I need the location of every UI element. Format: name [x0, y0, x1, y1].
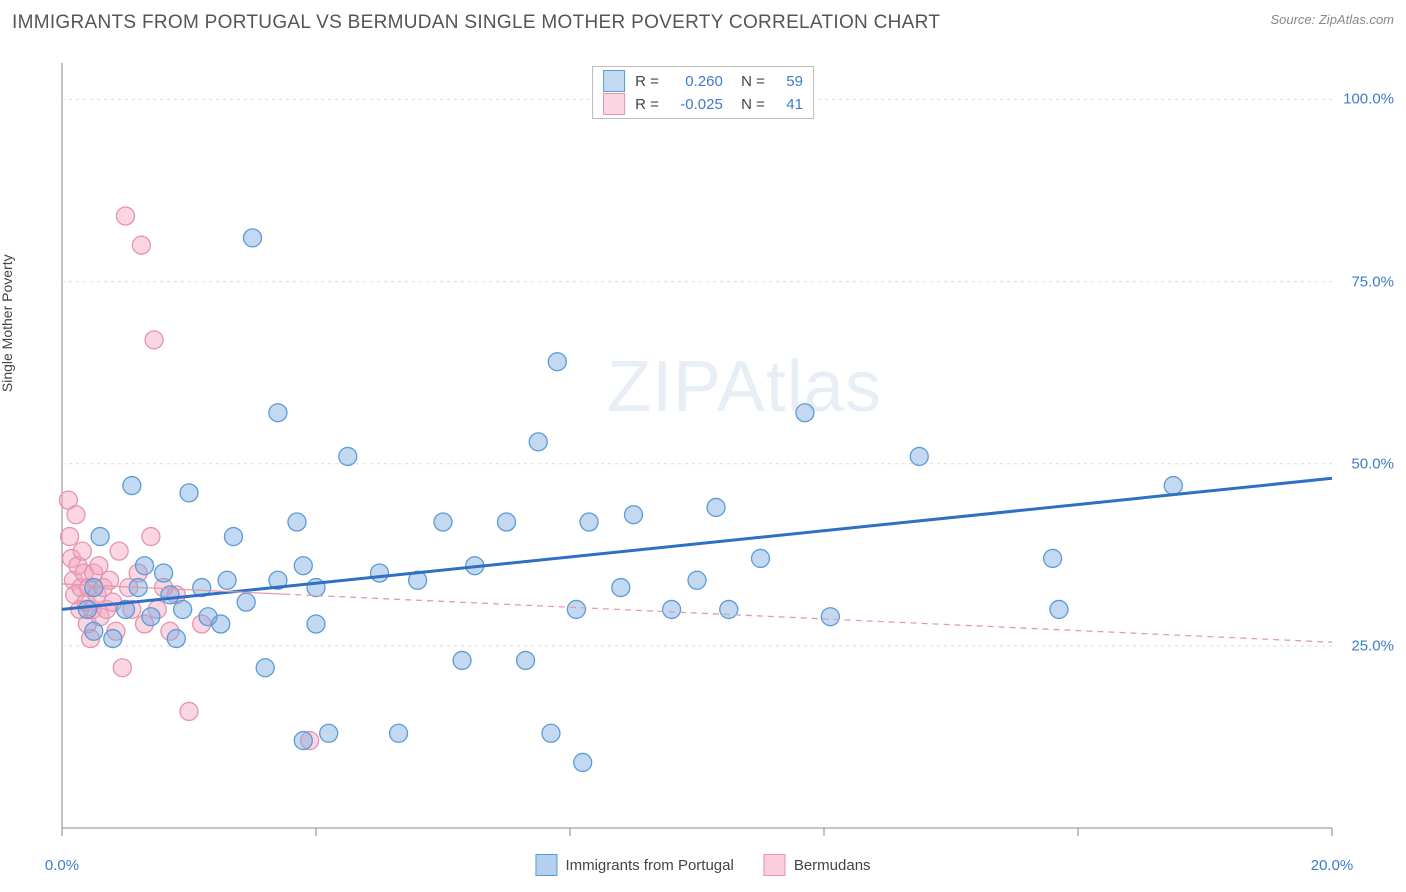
scatter-point	[663, 600, 681, 618]
scatter-point	[1044, 549, 1062, 567]
scatter-point	[720, 600, 738, 618]
scatter-point	[625, 506, 643, 524]
correlation-legend-row: R = -0.025 N = 41	[603, 93, 803, 115]
scatter-point	[113, 659, 131, 677]
scatter-point	[517, 651, 535, 669]
scatter-chart	[12, 38, 1394, 868]
scatter-point	[244, 229, 262, 247]
scatter-point	[180, 702, 198, 720]
scatter-point	[78, 600, 96, 618]
legend-swatch	[603, 70, 625, 92]
stat-n-value: 59	[775, 73, 803, 90]
y-tick-label: 100.0%	[1343, 91, 1394, 108]
scatter-point	[371, 564, 389, 582]
scatter-point	[224, 528, 242, 546]
scatter-point	[91, 528, 109, 546]
stat-r-label: R =	[635, 96, 659, 113]
scatter-point	[110, 542, 128, 560]
correlation-legend-row: R = 0.260 N = 59	[603, 70, 803, 92]
scatter-point	[339, 447, 357, 465]
scatter-point	[542, 724, 560, 742]
stat-r-value: 0.260	[669, 73, 723, 90]
legend-item: Immigrants from Portugal	[535, 854, 733, 876]
scatter-point	[307, 615, 325, 633]
scatter-point	[269, 404, 287, 422]
scatter-point	[218, 571, 236, 589]
chart-title: IMMIGRANTS FROM PORTUGAL VS BERMUDAN SIN…	[12, 12, 940, 34]
scatter-point	[237, 593, 255, 611]
y-tick-label: 50.0%	[1351, 455, 1394, 472]
scatter-point	[73, 542, 91, 560]
scatter-point	[294, 732, 312, 750]
stat-r-label: R =	[635, 73, 659, 90]
scatter-point	[85, 579, 103, 597]
scatter-point	[453, 651, 471, 669]
legend-label: Bermudans	[794, 857, 871, 874]
legend-swatch	[603, 93, 625, 115]
scatter-point	[174, 600, 192, 618]
scatter-point	[1164, 477, 1182, 495]
scatter-point	[821, 608, 839, 626]
scatter-point	[612, 579, 630, 597]
scatter-point	[180, 484, 198, 502]
scatter-point	[390, 724, 408, 742]
scatter-point	[548, 353, 566, 371]
scatter-point	[142, 528, 160, 546]
legend-swatch	[535, 854, 557, 876]
scatter-point	[752, 549, 770, 567]
scatter-point	[580, 513, 598, 531]
scatter-point	[498, 513, 516, 531]
scatter-point	[61, 528, 79, 546]
scatter-point	[707, 498, 725, 516]
legend-item: Bermudans	[764, 854, 871, 876]
scatter-point	[567, 600, 585, 618]
series-legend: Immigrants from Portugal Bermudans	[535, 854, 870, 876]
scatter-point	[529, 433, 547, 451]
scatter-point	[256, 659, 274, 677]
scatter-point	[67, 506, 85, 524]
scatter-point	[294, 557, 312, 575]
x-tick-label: 0.0%	[45, 857, 79, 874]
chart-container: Single Mother Poverty ZIPAtlas 25.0%50.0…	[12, 38, 1394, 868]
scatter-point	[574, 753, 592, 771]
stat-n-label: N =	[733, 73, 765, 90]
stat-n-label: N =	[733, 96, 765, 113]
scatter-point	[167, 630, 185, 648]
stat-r-value: -0.025	[669, 96, 723, 113]
scatter-point	[434, 513, 452, 531]
scatter-point	[104, 630, 122, 648]
scatter-point	[136, 557, 154, 575]
correlation-legend: R = 0.260 N = 59 R = -0.025 N = 41	[592, 66, 814, 119]
x-tick-label: 20.0%	[1311, 857, 1354, 874]
scatter-point	[288, 513, 306, 531]
scatter-point	[155, 564, 173, 582]
chart-source: Source: ZipAtlas.com	[1270, 12, 1394, 27]
scatter-point	[123, 477, 141, 495]
scatter-point	[910, 447, 928, 465]
scatter-point	[145, 331, 163, 349]
stat-n-value: 41	[775, 96, 803, 113]
legend-label: Immigrants from Portugal	[565, 857, 733, 874]
scatter-point	[1050, 600, 1068, 618]
scatter-point	[142, 608, 160, 626]
y-tick-label: 75.0%	[1351, 273, 1394, 290]
scatter-point	[688, 571, 706, 589]
legend-swatch	[764, 854, 786, 876]
scatter-point	[212, 615, 230, 633]
scatter-point	[320, 724, 338, 742]
y-tick-label: 25.0%	[1351, 637, 1394, 654]
scatter-point	[796, 404, 814, 422]
scatter-point	[85, 622, 103, 640]
scatter-point	[132, 236, 150, 254]
scatter-point	[117, 207, 135, 225]
